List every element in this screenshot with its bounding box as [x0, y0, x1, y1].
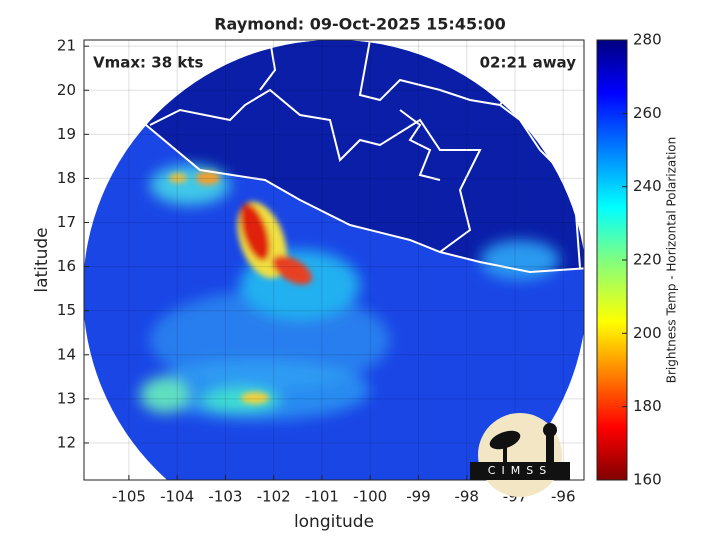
y-tick-label: 18 — [57, 169, 76, 187]
x-tick-label: -105 — [112, 488, 146, 506]
y-tick-label: 20 — [57, 81, 76, 99]
annotation: 02:21 away — [480, 54, 577, 72]
y-tick-label: 12 — [57, 433, 76, 451]
x-tick-label: -98 — [454, 488, 479, 506]
logo-text: CIMSS — [488, 464, 552, 477]
title: Raymond: 09-Oct-2025 15:45:00 — [214, 15, 506, 34]
colorbar-tick-label: 200 — [633, 324, 662, 342]
y-tick-label: 16 — [57, 257, 76, 275]
y-tick-label: 15 — [57, 301, 76, 319]
colorbar-label: Brightness Temp - Horizontal Polarizatio… — [665, 137, 679, 384]
imagery — [84, 40, 584, 480]
colorbar-tick-label: 220 — [633, 251, 662, 269]
logo: CIMSS — [470, 413, 570, 497]
axes-ticks: -105-104-103-102-101-100-99-98-97-961213… — [57, 37, 584, 506]
colorbar-tick-label: 260 — [633, 104, 662, 122]
colorbar-tick-label: 240 — [633, 177, 662, 195]
y-tick-label: 19 — [57, 125, 76, 143]
x-tick-label: -99 — [406, 488, 431, 506]
colorbar-tick-label: 180 — [633, 397, 662, 415]
y-tick-label: 17 — [57, 213, 76, 231]
x-axis-label: longitude — [294, 512, 374, 532]
y-axis-label: latitude — [32, 227, 52, 292]
colorbar-tick-label: 160 — [633, 471, 662, 489]
plot-frame — [83, 39, 585, 481]
x-tick-label: -103 — [208, 488, 242, 506]
x-tick-label: -100 — [353, 488, 387, 506]
y-tick-label: 13 — [57, 389, 76, 407]
colorbar-tick-label: 280 — [633, 31, 662, 49]
coastlines — [84, 40, 584, 274]
y-tick-label: 14 — [57, 345, 76, 363]
x-tick-label: -102 — [257, 488, 291, 506]
y-tick-label: 21 — [57, 37, 76, 55]
x-tick-label: -101 — [305, 488, 339, 506]
x-tick-label: -96 — [551, 488, 576, 506]
annotation: Vmax: 38 kts — [93, 54, 203, 72]
x-tick-label: -104 — [160, 488, 194, 506]
